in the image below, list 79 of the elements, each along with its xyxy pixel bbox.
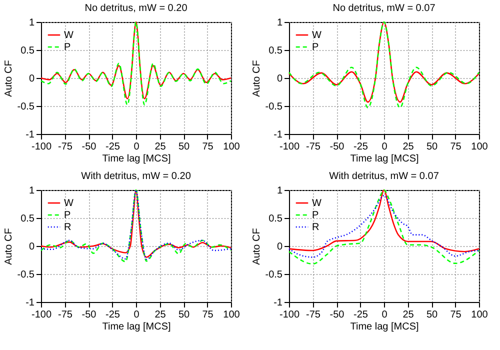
x-tick-label: 100 <box>223 310 240 320</box>
y-tick-label: 0.5 <box>20 214 35 224</box>
x-tick-label: 0 <box>134 310 140 320</box>
legend-label: R <box>64 222 72 233</box>
y-tick-label: 0.5 <box>268 46 283 56</box>
y-tick-label: 0 <box>28 242 35 252</box>
y-tick-label: 0 <box>276 74 283 84</box>
x-tick-label: 75 <box>450 142 462 152</box>
x-axis-title: Time lag [MCS] <box>102 322 171 332</box>
x-tick-label: -75 <box>58 142 73 152</box>
x-tick-label: 0 <box>382 142 388 152</box>
legend-label: P <box>312 42 319 53</box>
x-tick-label: 50 <box>426 142 438 152</box>
y-tick-label: 0 <box>276 242 283 252</box>
x-tick-label: 75 <box>202 142 214 152</box>
x-tick-label: 0 <box>382 310 388 320</box>
y-tick-label: -1 <box>274 130 283 140</box>
x-tick-label: -100 <box>279 142 300 152</box>
y-tick-label: -0.5 <box>17 102 35 112</box>
x-axis-title: Time lag [MCS] <box>350 154 419 164</box>
legend-label: W <box>64 198 74 209</box>
legend-label: R <box>312 222 320 233</box>
y-tick-label: -0.5 <box>265 102 283 112</box>
x-tick-label: -75 <box>58 310 73 320</box>
x-tick-label: -100 <box>31 142 52 152</box>
x-tick-label: 100 <box>223 142 240 152</box>
y-tick-label: 1 <box>276 186 283 196</box>
legend-label: W <box>312 30 322 41</box>
x-tick-label: 25 <box>402 142 414 152</box>
y-axis-title: Auto CF <box>3 228 14 265</box>
x-tick-label: 75 <box>450 310 462 320</box>
y-tick-label: 1 <box>276 18 283 28</box>
chart-title: No detritus, mW = 0.20 <box>84 3 188 14</box>
x-tick-label: -25 <box>106 310 120 320</box>
legend-label: W <box>312 198 322 209</box>
y-axis-title: Auto CF <box>251 60 262 97</box>
x-tick-label: -100 <box>31 310 52 320</box>
x-axis-title: Time lag [MCS] <box>102 154 171 164</box>
x-tick-label: -25 <box>106 142 120 152</box>
x-tick-label: -25 <box>354 142 368 152</box>
chart-title: With detritus, mW = 0.07 <box>329 171 440 182</box>
x-tick-label: 100 <box>471 310 488 320</box>
legend-label: P <box>312 210 319 221</box>
x-tick-label: -25 <box>354 310 368 320</box>
x-tick-label: 50 <box>178 142 190 152</box>
x-tick-label: -50 <box>82 310 97 320</box>
x-tick-label: 50 <box>426 310 438 320</box>
y-tick-label: -0.5 <box>265 270 283 280</box>
x-tick-label: 50 <box>178 310 190 320</box>
x-axis-title: Time lag [MCS] <box>350 322 419 332</box>
x-tick-label: -50 <box>330 142 345 152</box>
legend-label: W <box>64 30 74 41</box>
x-tick-label: -75 <box>306 310 321 320</box>
x-tick-label: 25 <box>154 142 166 152</box>
y-axis-title: Auto CF <box>251 228 262 265</box>
x-tick-label: 0 <box>134 142 140 152</box>
x-tick-label: 75 <box>202 310 214 320</box>
y-tick-label: 1 <box>28 186 35 196</box>
x-tick-label: -100 <box>279 310 300 320</box>
y-tick-label: 0 <box>28 74 35 84</box>
chart-title: With detritus, mW = 0.20 <box>81 171 192 182</box>
y-axis-title: Auto CF <box>3 60 14 97</box>
x-tick-label: -50 <box>82 142 97 152</box>
y-tick-label: -0.5 <box>17 270 35 280</box>
x-tick-label: 25 <box>402 310 414 320</box>
y-tick-label: 0.5 <box>20 46 35 56</box>
x-tick-label: 100 <box>471 142 488 152</box>
x-tick-label: 25 <box>154 310 166 320</box>
x-tick-label: -75 <box>306 142 321 152</box>
y-tick-label: 0.5 <box>268 214 283 224</box>
y-tick-label: -1 <box>274 298 283 308</box>
legend-label: P <box>64 42 71 53</box>
legend-label: P <box>64 210 71 221</box>
y-tick-label: 1 <box>28 18 35 28</box>
line-series <box>288 194 480 258</box>
x-tick-label: -50 <box>330 310 345 320</box>
chart-title: No detritus, mW = 0.07 <box>332 3 436 14</box>
y-tick-label: -1 <box>26 298 35 308</box>
y-tick-label: -1 <box>26 130 35 140</box>
